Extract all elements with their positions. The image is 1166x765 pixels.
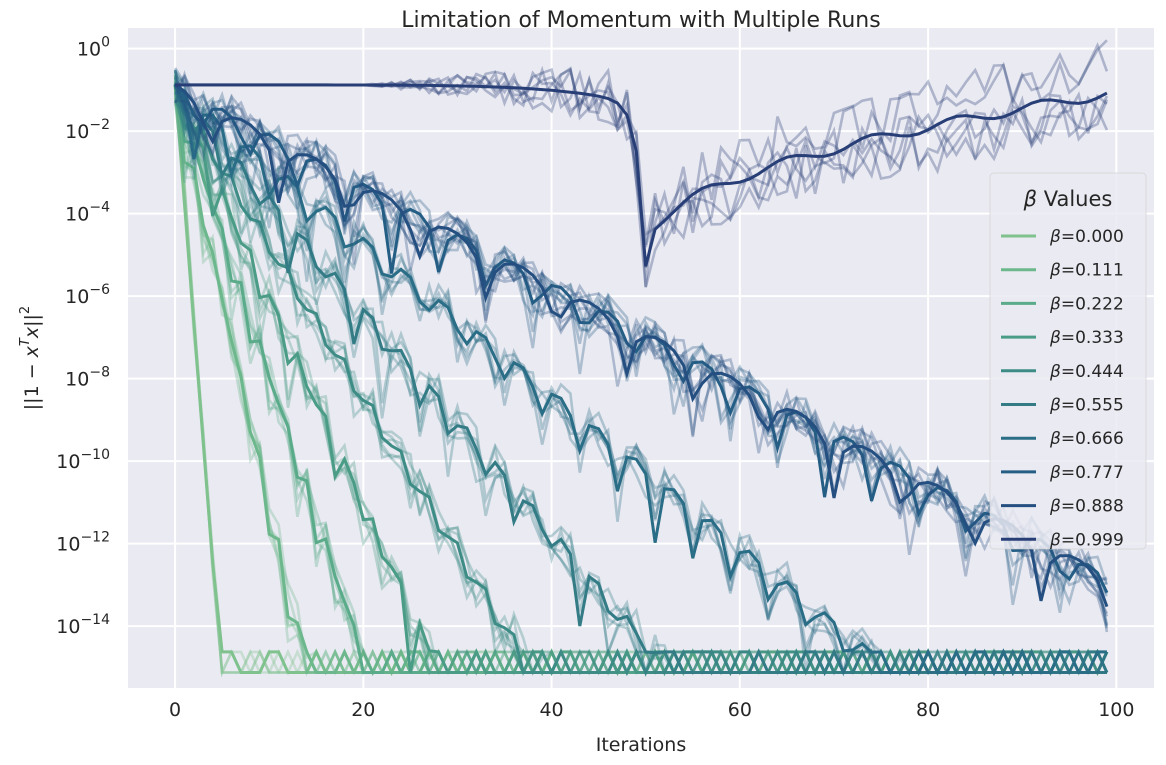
run-line: [173, 89, 1107, 677]
legend-entry: β=0.444: [1049, 362, 1124, 382]
x-axis-label: Iterations: [596, 734, 687, 756]
y-tick-label: 10−10: [56, 447, 110, 473]
grid-lines: [128, 28, 1154, 688]
legend-entry: β=0.666: [1049, 429, 1124, 449]
y-tick-label: 10−14: [56, 612, 110, 638]
run-line: [173, 74, 1109, 633]
y-label-x2: x: [21, 326, 43, 339]
y-tick-label: 10−2: [65, 117, 110, 143]
legend-entry: β=0.999: [1049, 530, 1124, 550]
legend-box: [989, 172, 1147, 550]
legend-title-symbol: β: [1023, 187, 1037, 211]
y-tick-label: 10−4: [65, 200, 110, 226]
series-line: [175, 83, 1108, 267]
run-line: [173, 76, 1109, 626]
run-line: [174, 84, 1108, 591]
legend-items: β=0.000 β=0.111 β=0.222 β=0.333 β=0.444 β=0.5…: [1001, 227, 1124, 550]
y-label-x1: x: [21, 345, 43, 358]
y-tick-label: 100: [77, 35, 110, 61]
legend-entry: β=0.777: [1049, 463, 1124, 483]
y-axis-label: ||1 − xTx||2: [18, 306, 43, 410]
legend-entry: β=0.555: [1049, 396, 1124, 416]
legend-entry: β=0.888: [1049, 497, 1124, 517]
y-label-prefix: ||1 −: [21, 357, 43, 410]
x-tick-label: 80: [916, 699, 940, 721]
series-line: [173, 83, 1107, 677]
series-group: [173, 69, 1109, 677]
legend-entry: β=0.000: [1049, 227, 1124, 247]
series-group: [173, 69, 1109, 633]
legend-title-text: Values: [1037, 187, 1112, 211]
y-tick-label: 10−8: [65, 365, 110, 391]
series-line: [173, 84, 1109, 677]
run-line: [175, 99, 1109, 615]
run-line: [173, 87, 1107, 676]
series-line: [174, 83, 1109, 608]
run-line: [173, 86, 1109, 629]
series-group: [175, 39, 1109, 288]
series-group: [173, 74, 1109, 677]
series-lines: [173, 39, 1109, 678]
legend-title: β Values: [1023, 187, 1113, 211]
tick-labels: 0 20 40 60 80 100 100 10−2 10−4 10−6 10−8 10−10 10−1…: [56, 35, 1134, 721]
run-line: [173, 83, 1107, 676]
x-tick-label: 100: [1098, 699, 1134, 721]
chart-title: Limitation of Momentum with Multiple Run…: [401, 8, 880, 33]
legend-entry: β=0.111: [1049, 261, 1124, 281]
y-tick-label: 10−12: [56, 530, 110, 556]
legend: β Values β=0.000β=0.111β=0.222β=0.333β=0…: [989, 172, 1147, 550]
y-label-suffix: ||: [21, 314, 43, 327]
legend-entry: β=0.222: [1049, 294, 1124, 314]
x-tick-label: 0: [169, 699, 181, 721]
y-label-sup2: 2: [18, 306, 33, 314]
run-line: [174, 73, 1108, 582]
x-tick-label: 20: [351, 699, 375, 721]
legend-entry: β=0.333: [1049, 328, 1124, 348]
x-tick-label: 40: [539, 699, 563, 721]
x-tick-label: 60: [728, 699, 752, 721]
y-label-sup1: T: [18, 337, 33, 346]
y-tick-label: 10−6: [65, 282, 110, 308]
